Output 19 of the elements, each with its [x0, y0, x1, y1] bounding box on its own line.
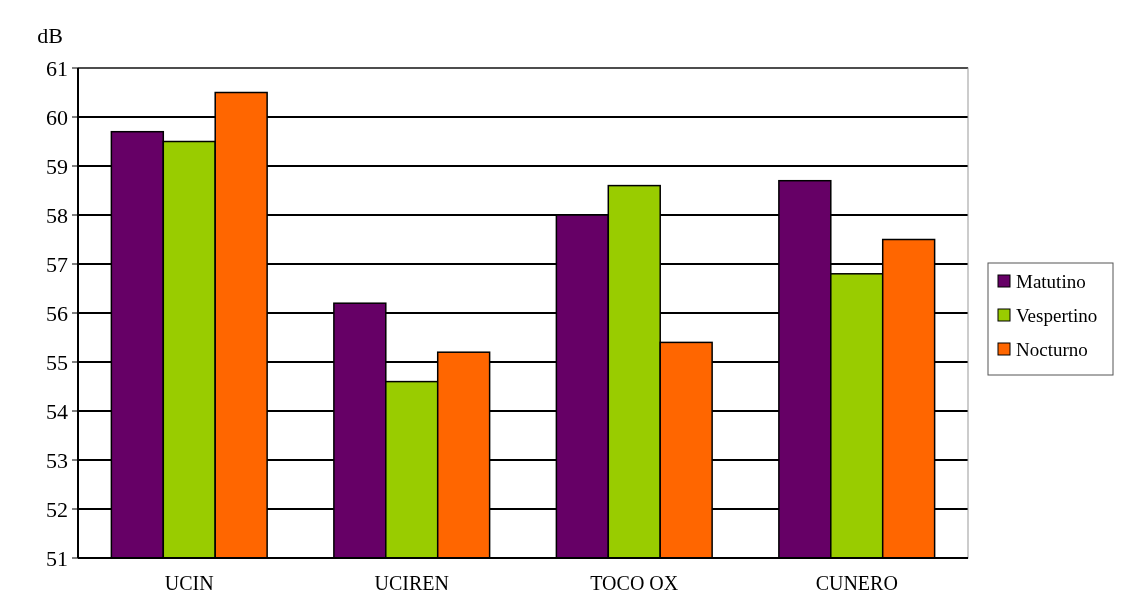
y-axis-title: dB	[37, 23, 63, 48]
y-tick-label: 51	[46, 545, 68, 571]
x-tick-label: UCIN	[164, 572, 214, 594]
y-tick-label: 54	[46, 398, 68, 424]
legend-label: Nocturno	[1016, 338, 1088, 360]
legend-label: Matutino	[1016, 270, 1086, 292]
legend-label: Vespertino	[1016, 304, 1098, 326]
x-tick-label: UCIREN	[374, 572, 449, 594]
y-tick-label: 60	[46, 104, 68, 130]
y-tick-label: 53	[46, 447, 68, 473]
x-tick-label: TOCO OX	[590, 572, 679, 594]
y-tick-label: 61	[46, 55, 68, 81]
x-tick-label: CUNERO	[815, 572, 898, 594]
y-tick-label: 52	[46, 496, 68, 522]
y-tick-label: 59	[46, 153, 68, 179]
y-tick-label: 56	[46, 300, 68, 326]
y-tick-label: 57	[46, 251, 68, 277]
y-tick-label: 55	[46, 349, 68, 375]
y-tick-label: 58	[46, 202, 68, 228]
